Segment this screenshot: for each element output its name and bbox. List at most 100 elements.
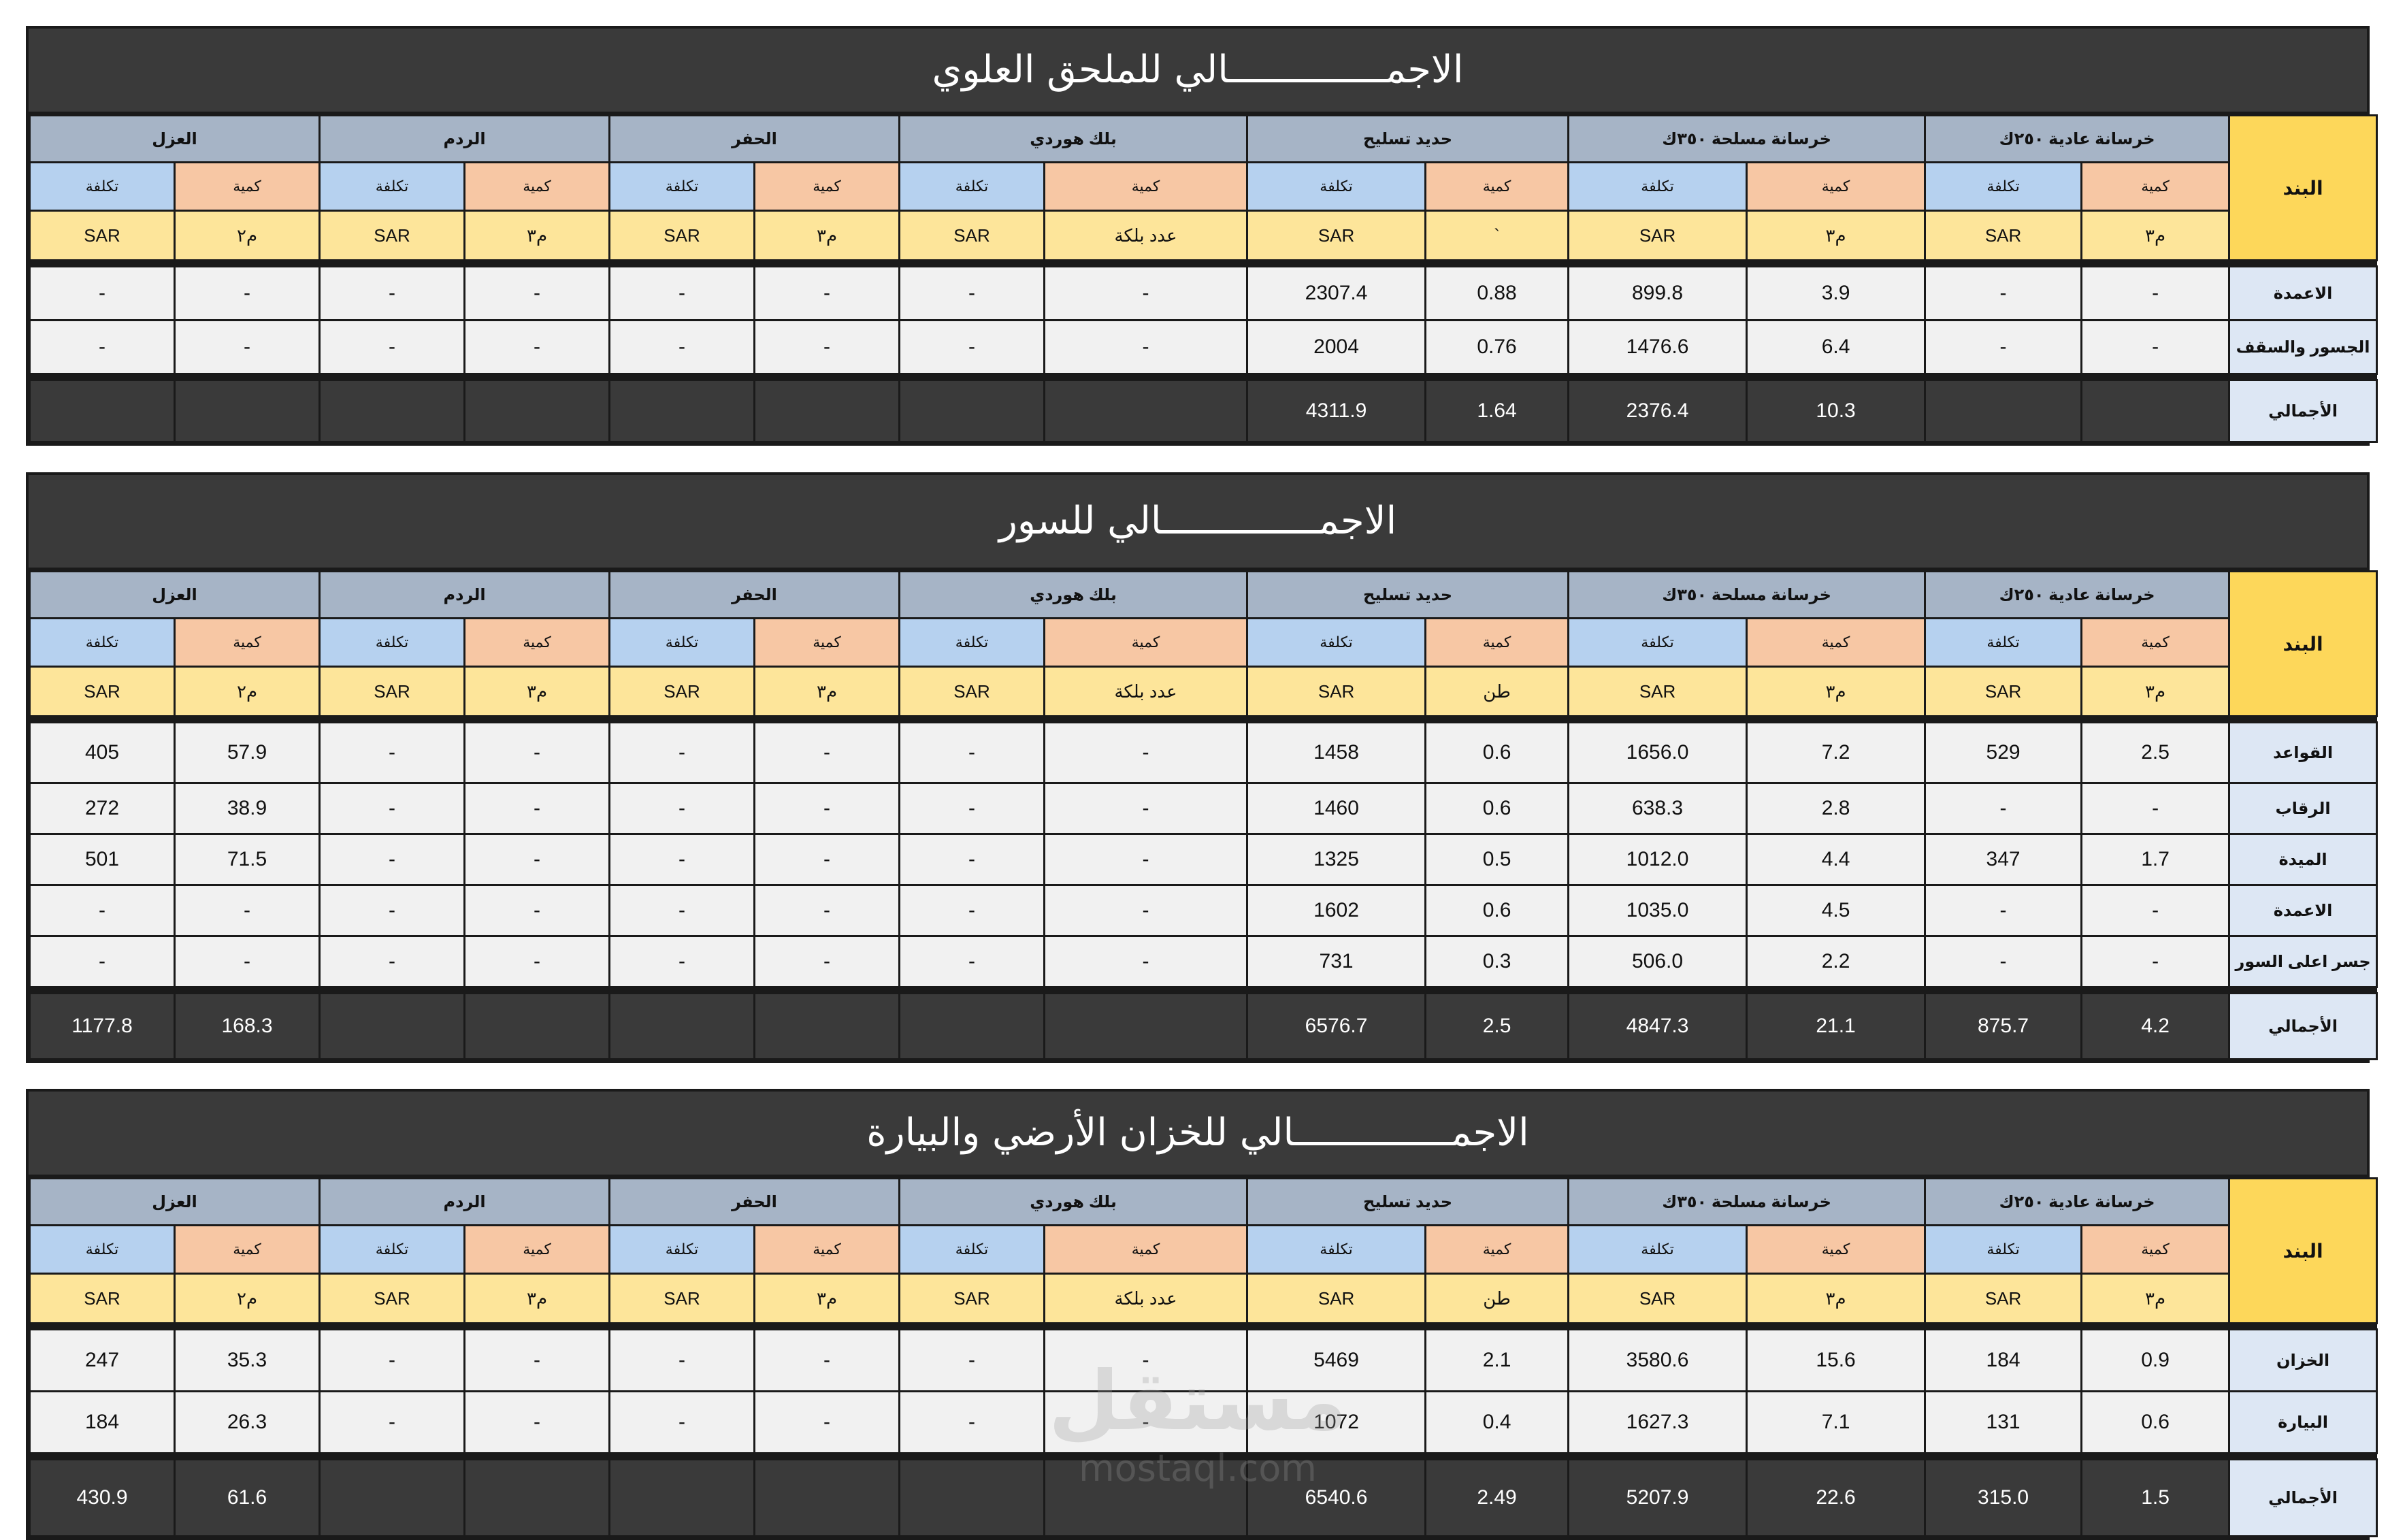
divider: [29, 373, 2377, 381]
value-cell: 0.5: [1424, 833, 1570, 886]
value-cell: -: [608, 935, 756, 988]
value-cell: -: [898, 721, 1046, 784]
value-cell: 184: [1924, 1328, 2083, 1392]
value-cell: 529: [1924, 721, 2083, 784]
unit-cell: م٢: [174, 666, 321, 717]
value-cell: 272: [28, 782, 176, 835]
value-cell: 7.2: [1746, 721, 1927, 784]
value-cell: -: [174, 319, 321, 375]
total-cell: 1177.8: [28, 992, 176, 1060]
value-cell: 638.3: [1567, 782, 1748, 835]
group-header: العزل: [28, 570, 321, 619]
cost-header: تكلفة: [28, 161, 176, 212]
total-cell: [608, 1458, 756, 1537]
value-cell: -: [1924, 884, 2083, 937]
value-cell: 506.0: [1567, 935, 1748, 988]
cost-header: تكلفة: [28, 617, 176, 668]
table-row: الرقاب - -2.8 638.3 0.6 1460- - - - - -38.9 272: [28, 782, 2378, 835]
value-cell: -: [753, 319, 901, 375]
cost-header: تكلفة: [1924, 1224, 2083, 1275]
quantity-header: كمية: [463, 161, 611, 212]
band-header: البند: [2228, 570, 2378, 717]
row-label: الاعمدة: [2228, 884, 2378, 937]
total-cell: 4847.3: [1567, 992, 1748, 1060]
value-cell: -: [1043, 265, 1249, 321]
value-cell: -: [463, 935, 611, 988]
value-cell: 6.4: [1746, 319, 1927, 375]
value-cell: 405: [28, 721, 176, 784]
unit-cell: SAR: [1567, 666, 1748, 717]
total-cell: 1.5: [2080, 1458, 2231, 1537]
total-cell: [1043, 379, 1249, 443]
value-cell: -: [753, 1328, 901, 1392]
value-cell: 0.6: [1424, 884, 1570, 937]
total-cell: [898, 992, 1046, 1060]
value-cell: -: [174, 265, 321, 321]
group-header: خرسانة عادية ٢٥٠ك: [1924, 570, 2231, 619]
group-header: الحفر: [608, 1177, 901, 1226]
unit-cell: SAR: [898, 210, 1046, 261]
value-cell: 2.8: [1746, 782, 1927, 835]
unit-cell: SAR: [28, 210, 176, 261]
total-cell: [753, 1458, 901, 1537]
quantity-header: كمية: [1043, 1224, 1249, 1275]
cost-header: تكلفة: [28, 1224, 176, 1275]
cost-header: تكلفة: [898, 1224, 1046, 1275]
value-cell: -: [28, 319, 176, 375]
value-cell: -: [318, 884, 466, 937]
quantity-header: كمية: [2080, 161, 2231, 212]
value-cell: -: [1043, 833, 1249, 886]
value-cell: -: [898, 935, 1046, 988]
value-cell: 501: [28, 833, 176, 886]
value-cell: 0.9: [2080, 1328, 2231, 1392]
unit-cell: SAR: [1924, 210, 2083, 261]
value-cell: -: [608, 1328, 756, 1392]
total-cell: 6540.6: [1246, 1458, 1427, 1537]
total-row: الأجمالي 1.5 315.0 22.6 5207.9 2.49 6540.6 61.6…: [28, 1458, 2378, 1537]
cost-header: تكلفة: [318, 1224, 466, 1275]
value-cell: -: [1043, 935, 1249, 988]
value-cell: -: [608, 782, 756, 835]
value-cell: -: [1043, 319, 1249, 375]
value-cell: 3580.6: [1567, 1328, 1748, 1392]
value-cell: 131: [1924, 1390, 2083, 1454]
group-header: بلك هوردي: [898, 1177, 1249, 1226]
divider: [29, 715, 2377, 723]
cost-header: تكلفة: [1246, 1224, 1427, 1275]
value-cell: 1476.6: [1567, 319, 1748, 375]
quantity-header: كمية: [753, 617, 901, 668]
summary-table: البند خرسانة عادية ٢٥٠ك خرسانة مسلحة ٣٥٠ك ح…: [28, 1177, 2378, 1537]
value-cell: 1602: [1246, 884, 1427, 937]
total-cell: [1043, 1458, 1249, 1537]
total-cell: [318, 992, 466, 1060]
table-row: جسر اعلى السور - -2.2 506.0 0.3 731- - - - - - - -: [28, 935, 2378, 988]
row-label: الميدة: [2228, 833, 2378, 886]
unit-cell: SAR: [1924, 1273, 2083, 1324]
group-header: حديد تسليح: [1246, 570, 1570, 619]
value-cell: -: [1043, 1328, 1249, 1392]
quantity-header: كمية: [1424, 617, 1570, 668]
total-cell: [1043, 992, 1249, 1060]
row-label: الاعمدة: [2228, 265, 2378, 321]
value-cell: 1627.3: [1567, 1390, 1748, 1454]
unit-cell: SAR: [898, 666, 1046, 717]
value-cell: -: [318, 782, 466, 835]
total-label: الأجمالي: [2228, 379, 2378, 443]
quantity-header: كمية: [1043, 617, 1249, 668]
band-header: البند: [2228, 114, 2378, 261]
value-cell: 899.8: [1567, 265, 1748, 321]
section-title: الاجمــــــــــــــالي للملحق العلوي: [29, 29, 2367, 114]
unit-cell: م٣: [463, 1273, 611, 1324]
value-cell: -: [28, 265, 176, 321]
divider: [29, 1322, 2377, 1330]
unit-cell: SAR: [608, 1273, 756, 1324]
table-row: القواعد 2.5 529 7.2 1656.0 0.6 1458- - - - - -57.9 4…: [28, 721, 2378, 784]
value-cell: -: [463, 721, 611, 784]
unit-cell: عدد بلكة: [1043, 210, 1249, 261]
table-row: الخزان 0.9 184 15.6 3580.6 2.1 5469- - - - - -35.3 2…: [28, 1328, 2378, 1392]
value-cell: -: [1043, 1390, 1249, 1454]
unit-cell: SAR: [608, 210, 756, 261]
unit-cell: م٣: [2080, 666, 2231, 717]
total-cell: [28, 379, 176, 443]
value-cell: 1012.0: [1567, 833, 1748, 886]
